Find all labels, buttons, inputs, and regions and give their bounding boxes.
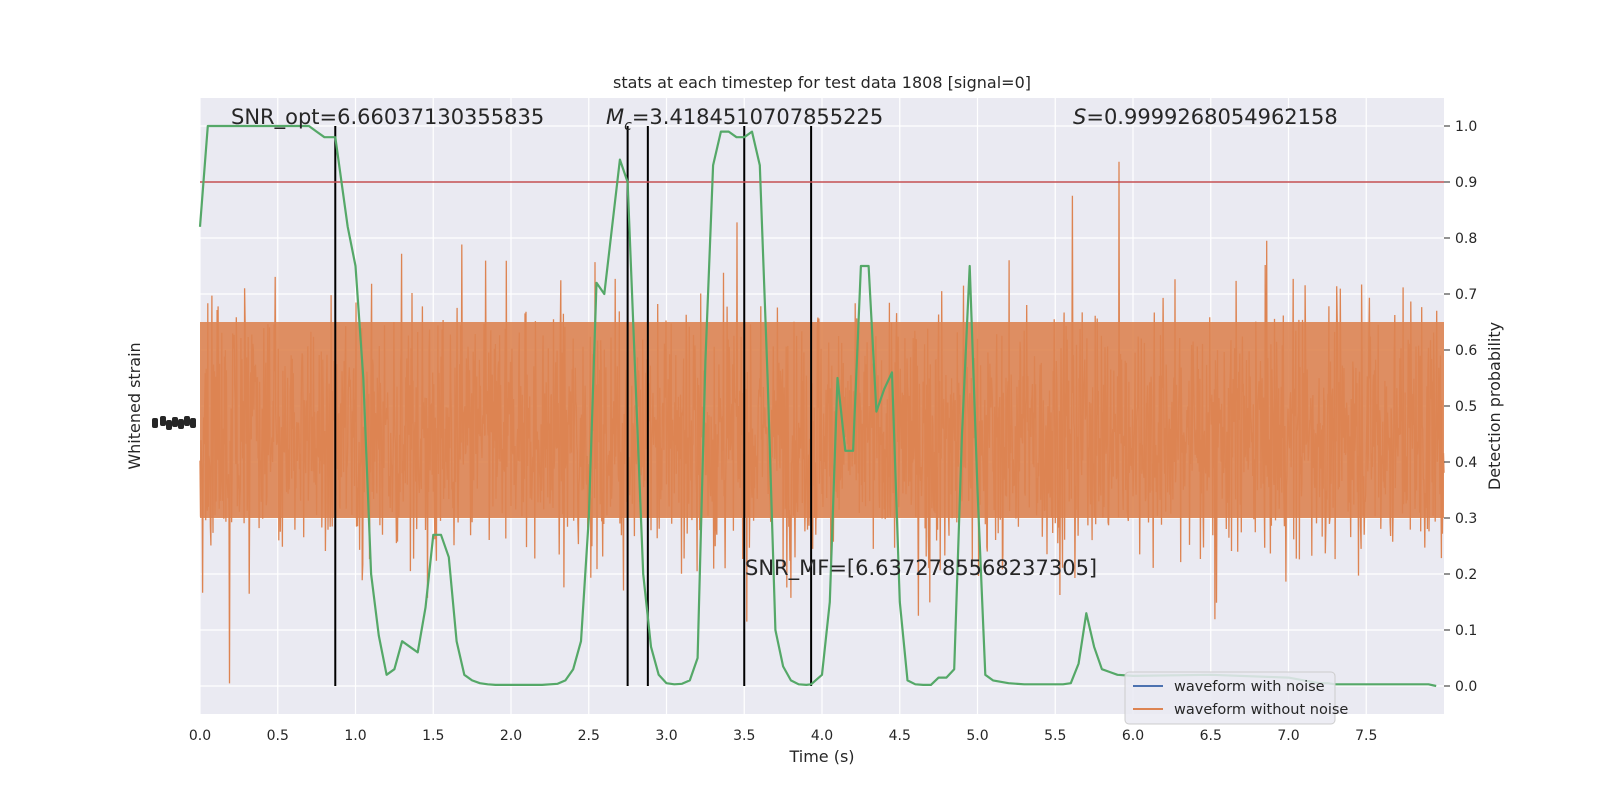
probability-line — [198, 124, 1437, 688]
probability-series — [198, 124, 1437, 688]
legend-label-clean: waveform without noise — [1174, 702, 1348, 718]
axis-ticks: 0.0 0.5 1.0 1.5 2.0 2.5 3.0 3.5 4.0 4.5 5.0 5.5 6.0 6… — [152, 119, 1477, 744]
y-tick-label: 0.1 — [1455, 623, 1477, 639]
annotation-snr-opt: SNR_opt=6.66037130355835 — [231, 105, 544, 130]
annotation-snr-mf: SNR_MF=[6.6372785568237305] — [745, 556, 1097, 581]
x-tick-label: 2.0 — [500, 728, 522, 744]
y-axis-right-label: Detection probability — [1485, 322, 1504, 490]
x-tick-label: 4.0 — [811, 728, 833, 744]
legend-box — [1124, 671, 1336, 725]
y-left-tick-glyph — [190, 418, 196, 428]
y-axis-left-label: Whitened strain — [125, 342, 144, 469]
annotation-chirp-mass: Mc=3.4184510707855225 — [606, 105, 883, 134]
legend-label-noise: waveform with noise — [1174, 679, 1325, 695]
y-left-tick-glyph — [166, 420, 172, 430]
x-tick-label: 6.0 — [1122, 728, 1144, 744]
noise-waveform-core — [200, 322, 1444, 518]
y-tick-label: 0.4 — [1455, 455, 1477, 471]
y-left-tick-cluster — [152, 416, 196, 430]
y-left-tick-glyph — [160, 416, 166, 426]
x-tick-label: 1.5 — [422, 728, 444, 744]
y-left-tick-glyph — [178, 419, 184, 429]
x-tick-label: 7.0 — [1277, 728, 1299, 744]
mc-subscript: c — [624, 118, 632, 134]
mc-symbol: M — [606, 105, 624, 129]
x-tick-label: 4.5 — [889, 728, 911, 744]
y-tick-label: 1.0 — [1455, 119, 1477, 135]
y-tick-label: 0.3 — [1455, 511, 1477, 527]
y-tick-label: 0.7 — [1455, 287, 1477, 303]
x-tick-label: 5.5 — [1044, 728, 1066, 744]
x-tick-label: 3.0 — [655, 728, 677, 744]
y-tick-label: 0.5 — [1455, 399, 1477, 415]
y-tick-label: 0.8 — [1455, 231, 1477, 247]
y-tick-label: 0.2 — [1455, 567, 1477, 583]
x-tick-label: 1.0 — [344, 728, 366, 744]
x-tick-label: 2.5 — [578, 728, 600, 744]
s-value: =0.9999268054962158 — [1086, 105, 1337, 129]
noise-waveform-series — [199, 161, 1445, 684]
chart-title: stats at each timestep for test data 180… — [613, 73, 1031, 92]
x-tick-label: 0.5 — [267, 728, 289, 744]
y-tick-label: 0.6 — [1455, 343, 1477, 359]
x-axis-label: Time (s) — [788, 747, 854, 766]
y-tick-label: 0.0 — [1455, 679, 1477, 695]
s-symbol: S — [1073, 105, 1086, 129]
mc-value: =3.4184510707855225 — [632, 105, 883, 129]
x-tick-label: 5.0 — [966, 728, 988, 744]
x-tick-label: 6.5 — [1200, 728, 1222, 744]
vertical-markers — [334, 126, 813, 686]
x-tick-label: 3.5 — [733, 728, 755, 744]
y-left-tick-glyph — [152, 418, 158, 428]
annotation-s: S=0.9999268054962158 — [1073, 105, 1338, 129]
x-tick-label: 0.0 — [189, 728, 211, 744]
y-left-tick-glyph — [184, 416, 190, 426]
y-left-tick-glyph — [172, 417, 178, 427]
y-tick-label: 0.9 — [1455, 175, 1477, 191]
x-tick-label: 7.5 — [1355, 728, 1377, 744]
legend: waveform with noise waveform without noi… — [1124, 671, 1348, 725]
